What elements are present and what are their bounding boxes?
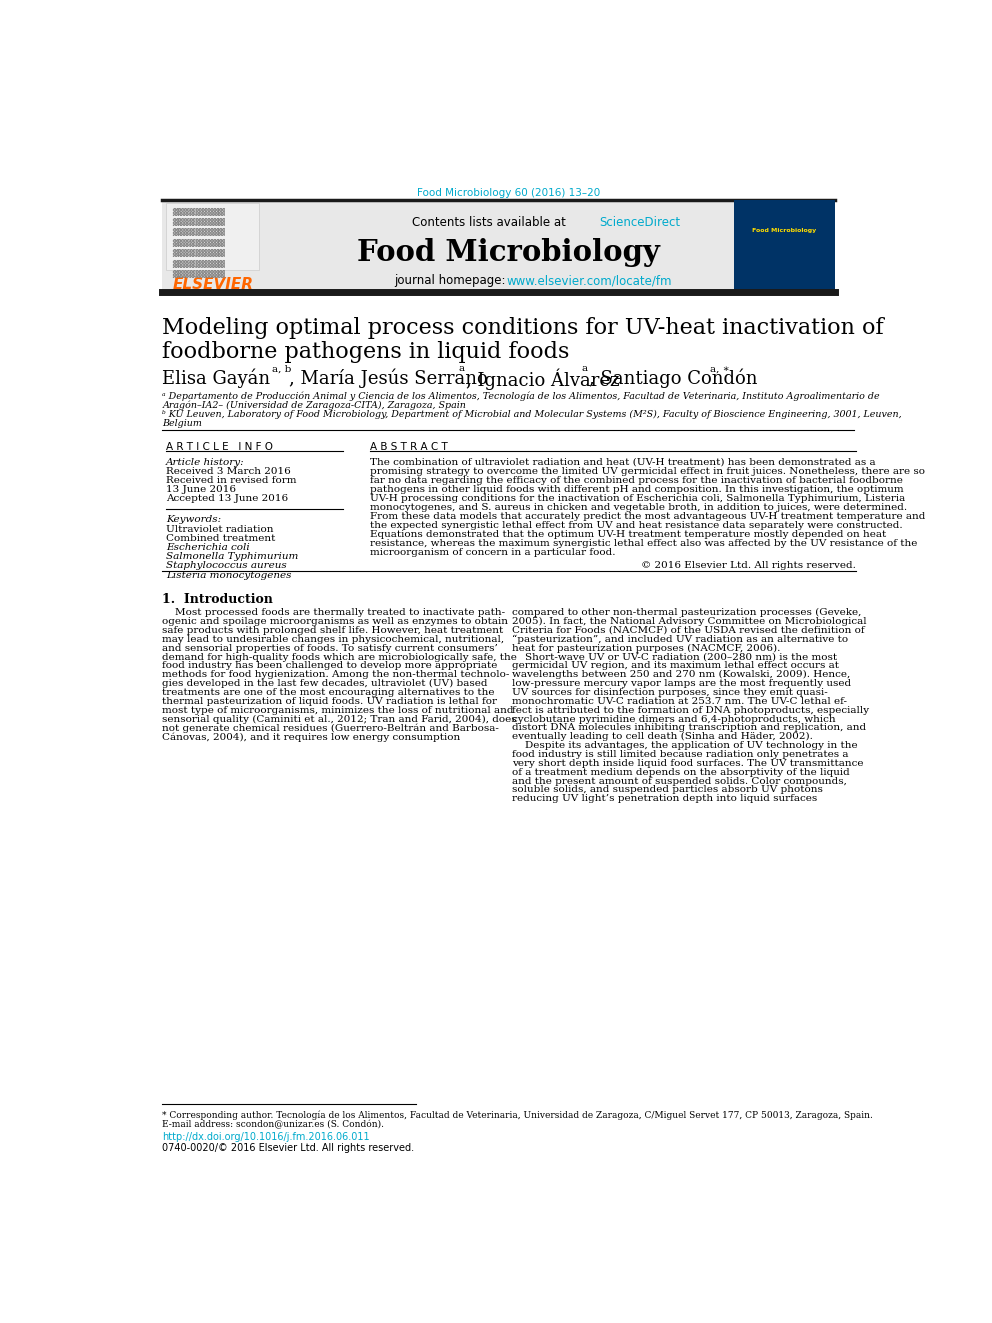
Text: low-pressure mercury vapor lamps are the most frequently used: low-pressure mercury vapor lamps are the… — [512, 679, 851, 688]
Text: safe products with prolonged shelf life. However, heat treatment: safe products with prolonged shelf life.… — [163, 626, 504, 635]
Text: Salmonella Typhimurium: Salmonella Typhimurium — [167, 552, 299, 561]
Text: ogenic and spoilage microorganisms as well as enzymes to obtain: ogenic and spoilage microorganisms as we… — [163, 617, 509, 626]
Text: Food Microbiology 60 (2016) 13–20: Food Microbiology 60 (2016) 13–20 — [417, 188, 600, 198]
Text: gies developed in the last few decades, ultraviolet (UV) based: gies developed in the last few decades, … — [163, 679, 488, 688]
Text: A R T I C L E   I N F O: A R T I C L E I N F O — [167, 442, 273, 452]
Text: food industry has been challenged to develop more appropriate: food industry has been challenged to dev… — [163, 662, 498, 671]
Text: soluble solids, and suspended particles absorb UV photons: soluble solids, and suspended particles … — [512, 786, 823, 794]
Text: methods for food hygienization. Among the non-thermal technolo-: methods for food hygienization. Among th… — [163, 671, 510, 679]
Text: Article history:: Article history: — [167, 458, 245, 467]
Text: very short depth inside liquid food surfaces. The UV transmittance: very short depth inside liquid food surf… — [512, 759, 864, 767]
Text: fect is attributed to the formation of DNA photoproducts, especially: fect is attributed to the formation of D… — [512, 705, 869, 714]
Text: Received 3 March 2016: Received 3 March 2016 — [167, 467, 291, 476]
Text: eventually leading to cell death (Sinha and Häder, 2002).: eventually leading to cell death (Sinha … — [512, 732, 813, 741]
Text: a: a — [581, 364, 587, 373]
Text: , Ignacio Álvarez: , Ignacio Álvarez — [466, 368, 620, 390]
Text: http://dx.doi.org/10.1016/j.fm.2016.06.011: http://dx.doi.org/10.1016/j.fm.2016.06.0… — [163, 1132, 370, 1142]
Text: ScienceDirect: ScienceDirect — [599, 216, 681, 229]
Text: ᵃ Departamento de Producción Animal y Ciencia de los Alimentos, Tecnología de lo: ᵃ Departamento de Producción Animal y Ci… — [163, 392, 880, 401]
Text: reducing UV light’s penetration depth into liquid surfaces: reducing UV light’s penetration depth in… — [512, 794, 817, 803]
Text: and sensorial properties of foods. To satisfy current consumers’: and sensorial properties of foods. To sa… — [163, 644, 498, 652]
Text: food industry is still limited because radiation only penetrates a: food industry is still limited because r… — [512, 750, 849, 759]
Text: Despite its advantages, the application of UV technology in the: Despite its advantages, the application … — [512, 741, 858, 750]
Text: and the present amount of suspended solids. Color compounds,: and the present amount of suspended soli… — [512, 777, 847, 786]
Text: 13 June 2016: 13 June 2016 — [167, 486, 236, 495]
Text: © 2016 Elsevier Ltd. All rights reserved.: © 2016 Elsevier Ltd. All rights reserved… — [641, 561, 856, 569]
Text: pathogens in other liquid foods with different pH and composition. In this inves: pathogens in other liquid foods with dif… — [370, 484, 904, 493]
Text: Accepted 13 June 2016: Accepted 13 June 2016 — [167, 495, 289, 504]
Text: monocytogenes, and S. aureus in chicken and vegetable broth, in addition to juic: monocytogenes, and S. aureus in chicken … — [370, 503, 907, 512]
Text: Criteria for Foods (NACMCF) of the USDA revised the definition of: Criteria for Foods (NACMCF) of the USDA … — [512, 626, 865, 635]
Text: Modeling optimal process conditions for UV-heat inactivation of: Modeling optimal process conditions for … — [163, 316, 884, 339]
Text: a: a — [458, 364, 464, 373]
Text: From these data models that accurately predict the most advantageous UV-H treatm: From these data models that accurately p… — [370, 512, 926, 521]
Text: Combined treatment: Combined treatment — [167, 533, 276, 542]
Text: monochromatic UV-C radiation at 253.7 nm. The UV-C lethal ef-: monochromatic UV-C radiation at 253.7 nm… — [512, 697, 847, 706]
Text: The combination of ultraviolet radiation and heat (UV-H treatment) has been demo: The combination of ultraviolet radiation… — [370, 458, 876, 467]
Text: Listeria monocytogenes: Listeria monocytogenes — [167, 570, 292, 579]
Text: cyclobutane pyrimidine dimers and 6,4-photoproducts, which: cyclobutane pyrimidine dimers and 6,4-ph… — [512, 714, 836, 724]
Bar — [163, 200, 835, 292]
Text: “pasteurization”, and included UV radiation as an alternative to: “pasteurization”, and included UV radiat… — [512, 635, 848, 644]
Text: UV sources for disinfection purposes, since they emit quasi-: UV sources for disinfection purposes, si… — [512, 688, 828, 697]
Text: Staphylococcus aureus: Staphylococcus aureus — [167, 561, 287, 570]
Text: UV-H processing conditions for the inactivation of Escherichia coli, Salmonella : UV-H processing conditions for the inact… — [370, 493, 906, 503]
Text: Cánovas, 2004), and it requires low energy consumption: Cánovas, 2004), and it requires low ener… — [163, 732, 460, 742]
Text: wavelengths between 250 and 270 nm (Kowalski, 2009). Hence,: wavelengths between 250 and 270 nm (Kowa… — [512, 671, 850, 680]
Text: foodborne pathogens in liquid foods: foodborne pathogens in liquid foods — [163, 341, 569, 364]
Bar — [167, 202, 259, 270]
Text: ᵇ KU Leuven, Laboratory of Food Microbiology, Department of Microbial and Molecu: ᵇ KU Leuven, Laboratory of Food Microbio… — [163, 410, 902, 419]
Text: distort DNA molecules inhibiting transcription and replication, and: distort DNA molecules inhibiting transcr… — [512, 724, 866, 733]
Text: 1.  Introduction: 1. Introduction — [163, 593, 274, 606]
Text: Short-wave UV or UV-C radiation (200–280 nm) is the most: Short-wave UV or UV-C radiation (200–280… — [512, 652, 837, 662]
Text: www.elsevier.com/locate/fm: www.elsevier.com/locate/fm — [506, 274, 672, 287]
Text: the expected synergistic lethal effect from UV and heat resistance data separate: the expected synergistic lethal effect f… — [370, 521, 903, 531]
Text: ▓▓▓▓▓▓▓▓▓
▓▓▓▓▓▓▓▓▓
▓▓▓▓▓▓▓▓▓
▓▓▓▓▓▓▓▓▓
▓▓▓▓▓▓▓▓▓
▓▓▓▓▓▓▓▓▓
▓▓▓▓▓▓▓▓▓: ▓▓▓▓▓▓▓▓▓ ▓▓▓▓▓▓▓▓▓ ▓▓▓▓▓▓▓▓▓ ▓▓▓▓▓▓▓▓▓ … — [173, 206, 225, 278]
Text: a, ∗: a, ∗ — [710, 364, 729, 373]
Text: compared to other non-thermal pasteurization processes (Geveke,: compared to other non-thermal pasteuriza… — [512, 609, 862, 618]
Text: far no data regarding the efficacy of the combined process for the inactivation : far no data regarding the efficacy of th… — [370, 476, 903, 484]
Text: Keywords:: Keywords: — [167, 515, 221, 524]
Text: E-mail address: scondon@unizar.es (S. Condón).: E-mail address: scondon@unizar.es (S. Co… — [163, 1119, 385, 1129]
Text: A B S T R A C T: A B S T R A C T — [370, 442, 447, 452]
Text: treatments are one of the most encouraging alternatives to the: treatments are one of the most encouragi… — [163, 688, 495, 697]
Text: thermal pasteurization of liquid foods. UV radiation is lethal for: thermal pasteurization of liquid foods. … — [163, 697, 497, 706]
Text: 0740-0020/© 2016 Elsevier Ltd. All rights reserved.: 0740-0020/© 2016 Elsevier Ltd. All right… — [163, 1143, 415, 1152]
Text: most type of microorganisms, minimizes the loss of nutritional and: most type of microorganisms, minimizes t… — [163, 705, 514, 714]
Text: promising strategy to overcome the limited UV germicidal effect in fruit juices.: promising strategy to overcome the limit… — [370, 467, 925, 475]
Text: Most processed foods are thermally treated to inactivate path-: Most processed foods are thermally treat… — [163, 609, 506, 618]
Text: may lead to undesirable changes in physicochemical, nutritional,: may lead to undesirable changes in physi… — [163, 635, 505, 644]
Text: of a treatment medium depends on the absorptivity of the liquid: of a treatment medium depends on the abs… — [512, 767, 850, 777]
Text: Belgium: Belgium — [163, 419, 202, 429]
Text: Escherichia coli: Escherichia coli — [167, 542, 250, 552]
Text: sensorial quality (Caminiti et al., 2012; Tran and Farid, 2004), does: sensorial quality (Caminiti et al., 2012… — [163, 714, 517, 724]
Text: Food Microbiology: Food Microbiology — [357, 238, 660, 267]
Text: Aragón–IA2– (Universidad de Zaragoza-CITA), Zaragoza, Spain: Aragón–IA2– (Universidad de Zaragoza-CIT… — [163, 401, 466, 410]
Text: Elisa Gayán: Elisa Gayán — [163, 368, 271, 388]
Text: Equations demonstrated that the optimum UV-H treatment temperature mostly depend: Equations demonstrated that the optimum … — [370, 531, 886, 540]
Text: Food Microbiology: Food Microbiology — [752, 228, 816, 233]
Text: journal homepage:: journal homepage: — [395, 274, 510, 287]
Text: Received in revised form: Received in revised form — [167, 476, 297, 486]
Text: , María Jesús Serrano: , María Jesús Serrano — [290, 368, 488, 388]
Text: demand for high-quality foods which are microbiologically safe, the: demand for high-quality foods which are … — [163, 652, 517, 662]
Text: Ultraviolet radiation: Ultraviolet radiation — [167, 524, 274, 533]
Text: Contents lists available at: Contents lists available at — [413, 216, 570, 229]
Bar — [734, 200, 835, 292]
Text: ELSEVIER: ELSEVIER — [173, 277, 253, 291]
Text: * Corresponding author. Tecnología de los Alimentos, Facultad de Veterinaria, Un: * Corresponding author. Tecnología de lo… — [163, 1110, 873, 1121]
Text: resistance, whereas the maximum synergistic lethal effect also was affected by t: resistance, whereas the maximum synergis… — [370, 540, 918, 548]
Text: , Santiago Condón: , Santiago Condón — [589, 368, 758, 388]
Text: not generate chemical residues (Guerrero-Beltrán and Barbosa-: not generate chemical residues (Guerrero… — [163, 724, 499, 733]
Text: germicidal UV region, and its maximum lethal effect occurs at: germicidal UV region, and its maximum le… — [512, 662, 839, 671]
Text: a, b: a, b — [272, 364, 291, 373]
Text: heat for pasteurization purposes (NACMCF, 2006).: heat for pasteurization purposes (NACMCF… — [512, 644, 781, 652]
Text: microorganism of concern in a particular food.: microorganism of concern in a particular… — [370, 548, 615, 557]
Text: 2005). In fact, the National Advisory Committee on Microbiological: 2005). In fact, the National Advisory Co… — [512, 617, 867, 626]
